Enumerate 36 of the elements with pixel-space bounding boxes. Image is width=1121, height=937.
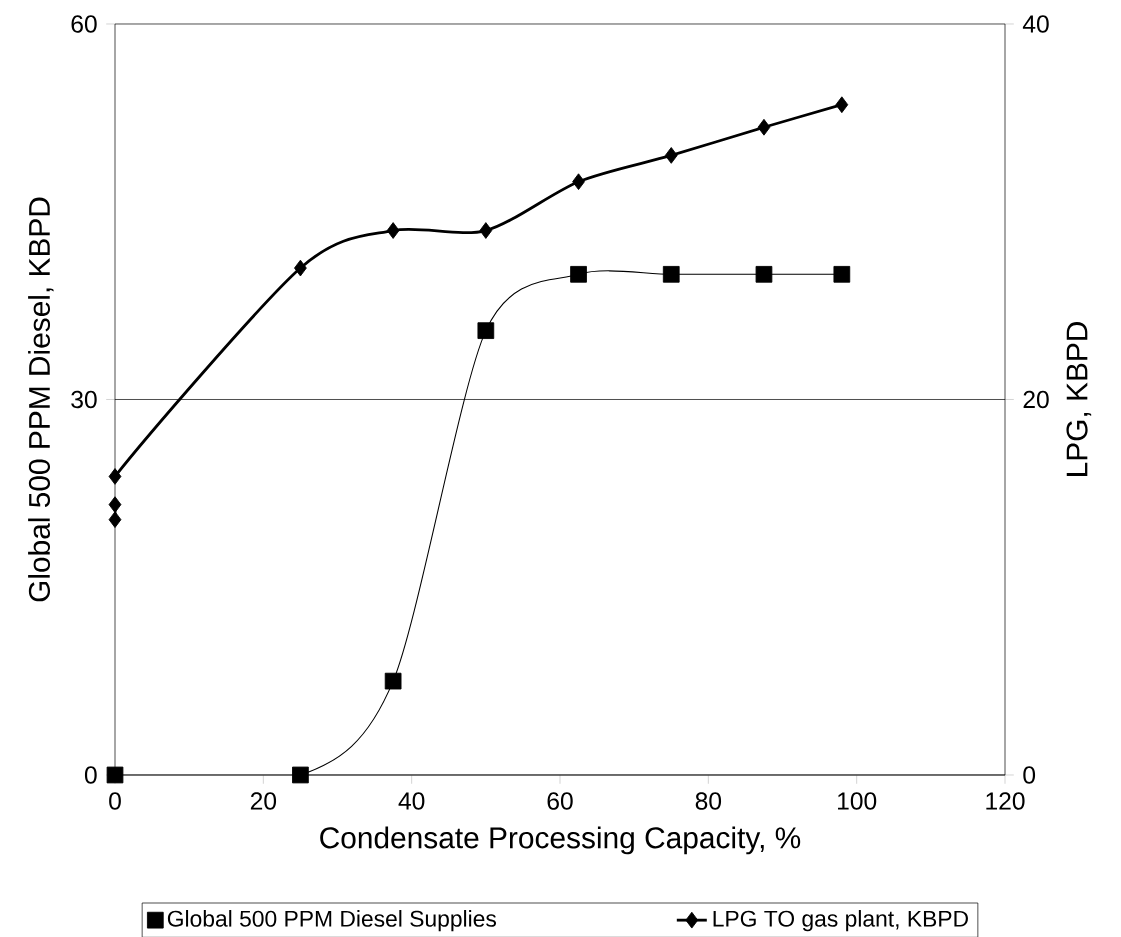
point xyxy=(108,468,122,485)
point xyxy=(833,265,851,283)
legend-label: Global 500 PPM Diesel Supplies xyxy=(167,910,497,932)
x-tick-label: 20 xyxy=(250,792,277,810)
point xyxy=(292,766,309,784)
point xyxy=(108,496,122,513)
point xyxy=(108,511,122,528)
y2-tick-label: 0 xyxy=(1023,766,1036,784)
point xyxy=(835,96,849,114)
x-tick-label: 120 xyxy=(986,792,1025,810)
y2-axis-title: LPG, KBPD xyxy=(1066,322,1092,476)
y-tick-label: 60 xyxy=(71,15,97,33)
point xyxy=(386,222,400,239)
point xyxy=(106,766,124,784)
y2-tick-label: 20 xyxy=(1023,390,1049,409)
x-tick-label: 100 xyxy=(838,792,877,810)
point xyxy=(662,265,680,283)
y-axis-title: Global 500 PPM Diesel, KBPD xyxy=(28,197,54,602)
point xyxy=(570,265,587,283)
point xyxy=(757,118,771,136)
y-tick-label: 0 xyxy=(84,766,97,784)
y2-tick-label: 40 xyxy=(1022,15,1049,33)
x-tick-label: 80 xyxy=(695,792,722,810)
point xyxy=(572,173,585,191)
point xyxy=(294,259,307,277)
point xyxy=(477,322,495,339)
point xyxy=(755,265,773,283)
point xyxy=(384,672,402,690)
x-axis-title: Condensate Processing Capacity, % xyxy=(320,826,801,855)
x-tick-label: 60 xyxy=(547,792,573,810)
x-tick-label: 40 xyxy=(398,792,425,810)
point xyxy=(664,147,678,164)
x-tick-label: 0 xyxy=(109,792,121,810)
y-tick-label: 30 xyxy=(71,390,97,409)
legend-label: LPG TO gas plant, KBPD xyxy=(713,910,968,932)
point xyxy=(479,222,493,239)
